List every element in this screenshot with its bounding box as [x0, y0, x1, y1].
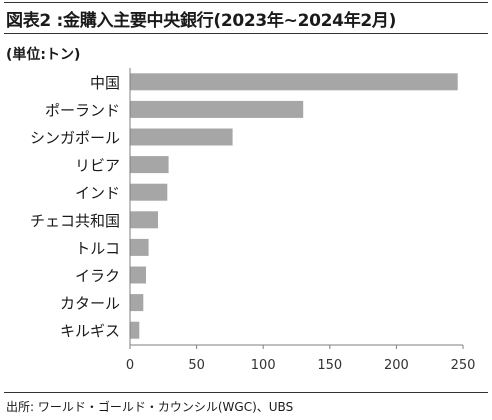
- category-label: 中国: [90, 74, 120, 92]
- category-label: インド: [75, 184, 120, 202]
- category-label: ポーランド: [45, 101, 120, 119]
- x-tick-label: 100: [251, 358, 276, 373]
- title-underline: [4, 33, 488, 34]
- x-tick-label: 0: [126, 358, 134, 373]
- bar: [130, 128, 233, 146]
- bar: [130, 294, 144, 312]
- bar: [130, 100, 304, 118]
- category-label: チェコ共和国: [30, 212, 120, 230]
- category-label: キルギス: [60, 322, 120, 340]
- bar: [130, 73, 458, 91]
- x-tick-label: 50: [188, 358, 205, 373]
- x-tick-label: 200: [384, 358, 409, 373]
- x-tick-label: 250: [451, 358, 476, 373]
- category-label: カタール: [60, 295, 120, 313]
- category-label: イラク: [75, 267, 120, 285]
- category-label: シンガポール: [30, 129, 120, 147]
- bar: [130, 266, 146, 284]
- unit-label: (単位:トン): [6, 47, 81, 63]
- top-rule: [4, 2, 488, 3]
- x-tick-label: 150: [317, 358, 342, 373]
- bar: [130, 183, 168, 201]
- category-label: トルコ: [75, 239, 120, 257]
- category-label: リビア: [75, 157, 120, 175]
- bar: [130, 156, 169, 174]
- chart-title: 図表2 :金購入主要中央銀行(2023年~2024年2月): [6, 11, 397, 31]
- bar: [130, 238, 149, 256]
- source-note: 出所: ワールド・ゴールド・カウンシル(WGC)、UBS: [6, 400, 294, 414]
- bar: [130, 321, 140, 339]
- bar: [130, 211, 158, 229]
- source-rule: [4, 392, 488, 393]
